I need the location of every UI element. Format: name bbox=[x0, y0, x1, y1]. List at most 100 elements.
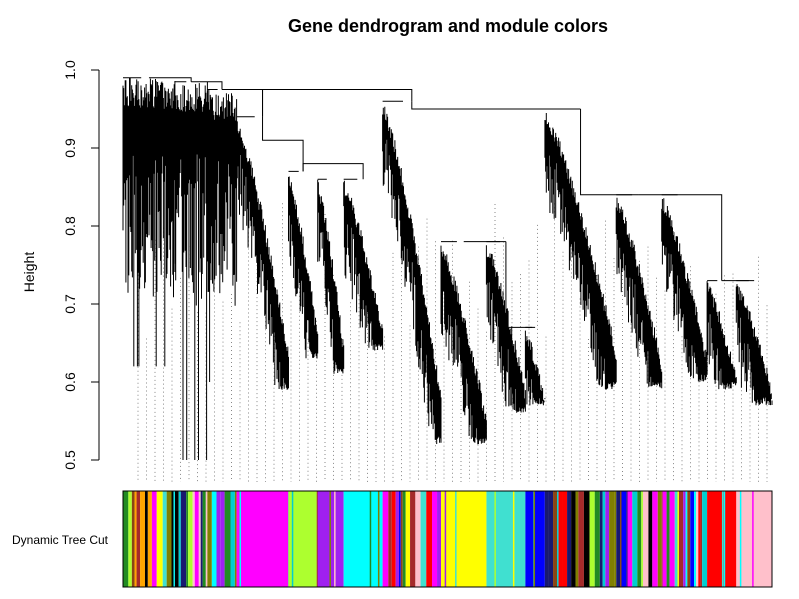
dendrogram-tree bbox=[122, 77, 773, 460]
color-row-label: Dynamic Tree Cut bbox=[12, 533, 109, 547]
module-color-block bbox=[343, 491, 383, 587]
module-color-stripe bbox=[599, 491, 603, 587]
module-color-stripe bbox=[578, 491, 584, 587]
leaf-lines bbox=[544, 108, 617, 390]
merge-bracket bbox=[262, 116, 304, 172]
module-color-bar bbox=[123, 491, 772, 587]
module-color-stripe bbox=[216, 491, 221, 587]
module-color-stripe bbox=[678, 491, 684, 587]
cluster-branch bbox=[661, 194, 708, 382]
y-tick-label: 0.7 bbox=[62, 294, 78, 314]
module-color-stripe bbox=[156, 491, 163, 587]
leaf-lines bbox=[382, 100, 442, 444]
module-color-block bbox=[736, 491, 772, 587]
module-color-block bbox=[486, 491, 526, 587]
module-color-stripe bbox=[620, 491, 622, 587]
module-color-stripe bbox=[171, 491, 174, 587]
module-color-stripe bbox=[557, 491, 559, 587]
merge-bracket bbox=[148, 77, 192, 82]
cluster-branch bbox=[288, 170, 319, 359]
module-color-stripe bbox=[571, 491, 576, 587]
module-color-stripe bbox=[648, 491, 653, 587]
leaf-lines bbox=[343, 178, 384, 351]
module-color-stripe bbox=[144, 491, 148, 587]
module-color-stripe bbox=[739, 491, 742, 587]
module-color-stripe bbox=[589, 491, 595, 587]
module-color-stripe bbox=[723, 491, 726, 587]
module-color-stripe bbox=[752, 491, 754, 587]
module-color-stripe bbox=[400, 491, 403, 587]
module-color-stripe bbox=[136, 491, 141, 587]
module-color-stripe bbox=[605, 491, 610, 587]
module-color-stripe bbox=[382, 491, 389, 587]
module-color-stripe bbox=[609, 491, 615, 587]
module-color-stripe bbox=[677, 491, 679, 587]
module-color-stripe bbox=[377, 491, 380, 587]
module-color-stripe bbox=[369, 491, 372, 587]
module-color-stripe bbox=[642, 491, 649, 587]
module-color-stripe bbox=[512, 491, 515, 587]
module-color-stripe bbox=[544, 491, 549, 587]
module-color-stripe bbox=[192, 491, 195, 587]
module-color-block bbox=[441, 491, 487, 587]
leaf-lines bbox=[174, 81, 208, 460]
module-color-stripe bbox=[674, 491, 678, 587]
merge-bracket bbox=[505, 241, 536, 328]
module-color-stripe bbox=[131, 491, 135, 587]
leaf-lines bbox=[661, 194, 708, 382]
module-color-stripe bbox=[329, 491, 331, 587]
cluster-branch bbox=[317, 178, 345, 374]
module-color-stripe bbox=[395, 491, 399, 587]
module-color-stripe bbox=[134, 491, 137, 587]
cluster-branch bbox=[706, 280, 737, 390]
module-color-stripe bbox=[494, 491, 496, 587]
module-color-stripe bbox=[202, 491, 206, 587]
module-color-stripe bbox=[140, 491, 145, 587]
module-color-stripe bbox=[220, 491, 225, 587]
module-color-stripe bbox=[178, 491, 181, 587]
module-color-stripe bbox=[562, 491, 568, 587]
module-color-stripe bbox=[334, 491, 336, 587]
module-color-stripe bbox=[702, 491, 708, 587]
module-color-stripe bbox=[696, 491, 699, 587]
y-axis-label: Height bbox=[21, 252, 37, 293]
y-tick-label: 0.6 bbox=[62, 372, 78, 392]
module-color-stripe bbox=[391, 491, 396, 587]
y-tick-label: 1.0 bbox=[62, 60, 78, 80]
leaf-lines bbox=[485, 241, 526, 413]
cluster-branch bbox=[236, 116, 289, 390]
cluster-branch bbox=[440, 241, 487, 445]
merge-bracket bbox=[411, 101, 581, 110]
module-color-stripe bbox=[200, 491, 203, 587]
module-color-stripe bbox=[123, 491, 129, 587]
module-color-stripe bbox=[239, 491, 242, 587]
module-color-stripe bbox=[207, 491, 212, 587]
y-axis-ticks: 1.0 0.9 0.8 0.7 0.6 0.5 bbox=[62, 60, 99, 470]
module-color-stripe bbox=[558, 491, 563, 587]
module-color-stripe bbox=[410, 491, 416, 587]
module-color-stripe bbox=[632, 491, 638, 587]
module-color-stripe bbox=[415, 491, 421, 587]
module-color-stripe bbox=[402, 491, 406, 587]
module-color-stripe bbox=[198, 491, 201, 587]
module-color-stripe bbox=[205, 491, 208, 587]
module-color-block bbox=[525, 491, 545, 587]
module-color-stripe bbox=[151, 491, 157, 587]
module-color-stripe bbox=[690, 491, 695, 587]
module-color-stripe bbox=[174, 491, 179, 587]
leaf-lines bbox=[440, 241, 487, 445]
module-color-stripe bbox=[685, 491, 688, 587]
module-color-stripe bbox=[575, 491, 579, 587]
chart-title: Gene dendrogram and module colors bbox=[288, 16, 608, 36]
module-color-stripe bbox=[614, 491, 617, 587]
cluster-branch bbox=[485, 241, 526, 413]
module-color-stripe bbox=[553, 491, 558, 587]
module-color-stripe bbox=[583, 491, 590, 587]
module-color-stripe bbox=[405, 491, 411, 587]
leaf-lines bbox=[236, 116, 289, 390]
module-color-stripe bbox=[687, 491, 691, 587]
cluster-branch bbox=[343, 178, 384, 351]
cluster-branch bbox=[174, 81, 208, 460]
module-color-stripe bbox=[533, 491, 536, 587]
